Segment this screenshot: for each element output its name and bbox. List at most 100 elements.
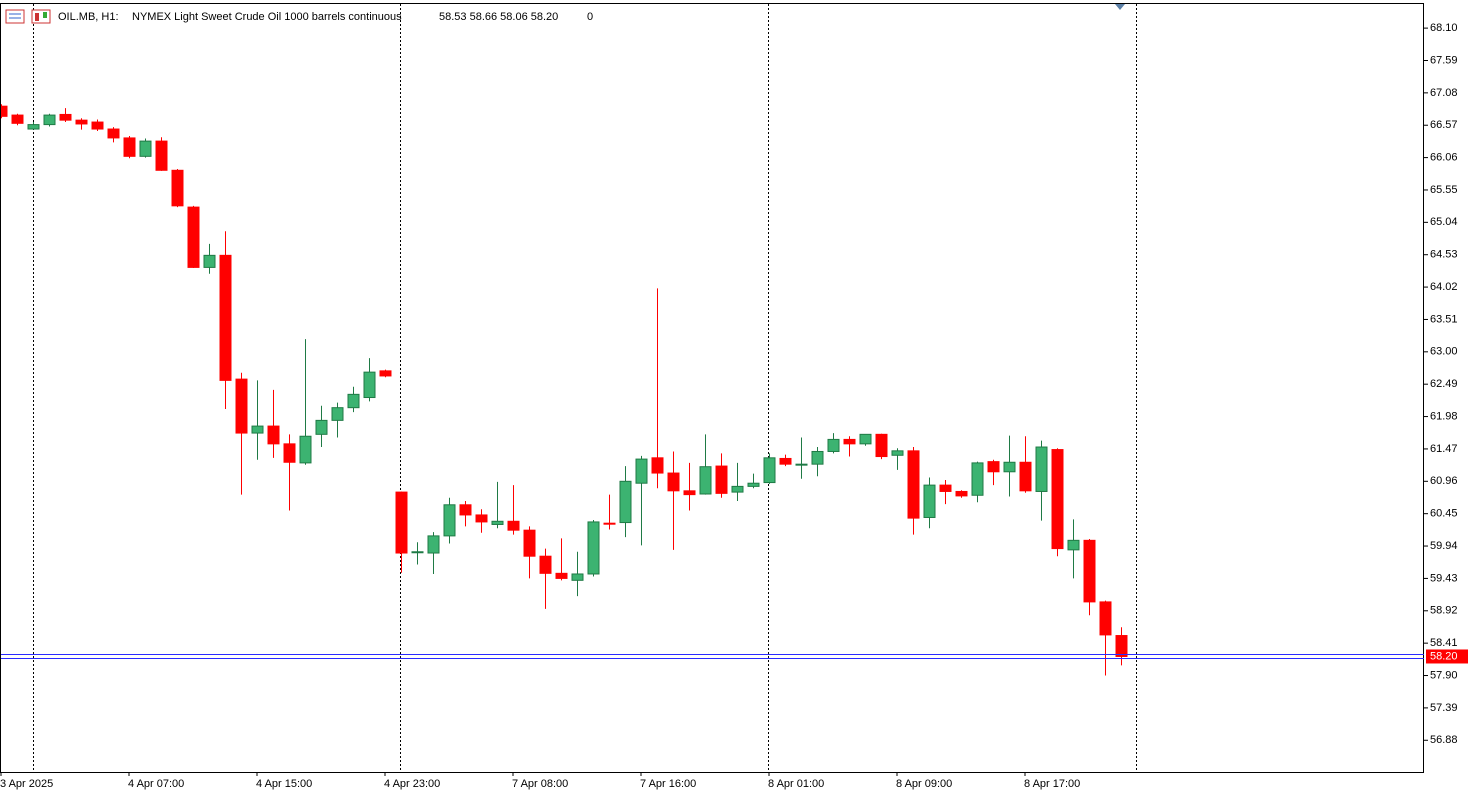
y-tick-label: 58.92 (1430, 605, 1458, 617)
x-tick-label: 7 Apr 16:00 (640, 778, 696, 790)
candle-body (235, 378, 248, 434)
y-tick-label: 63.00 (1430, 346, 1458, 358)
header-description: NYMEX Light Sweet Crude Oil 1000 barrels… (132, 11, 402, 23)
candle-body (795, 463, 808, 466)
candle-body (923, 484, 936, 518)
toolbar-icons (5, 9, 51, 24)
y-tick-label: 67.08 (1430, 87, 1458, 99)
candle-body (635, 458, 648, 484)
candle-body (75, 119, 88, 125)
candle-body (331, 407, 344, 421)
y-tick-label: 57.90 (1430, 669, 1458, 681)
candle-body (299, 435, 312, 464)
candle-body (11, 114, 24, 124)
candle-body (267, 425, 280, 445)
icon-bar (43, 12, 47, 18)
candle-body (1115, 635, 1128, 657)
candle-body (1, 105, 8, 117)
candle-body (667, 472, 680, 492)
candle-body (811, 450, 824, 465)
candle-body (443, 504, 456, 537)
icon-bar (35, 13, 39, 21)
y-tick-label: 66.57 (1430, 119, 1458, 131)
y-tick-label: 61.47 (1430, 443, 1458, 455)
x-tick-label: 8 Apr 09:00 (896, 778, 952, 790)
candle-body (779, 457, 792, 465)
icon[interactable] (31, 9, 51, 24)
y-tick-label: 62.49 (1430, 378, 1458, 390)
candle-body (507, 520, 520, 531)
candle-body (587, 521, 600, 575)
y-tick-label: 63.51 (1430, 313, 1458, 325)
y-tick-label: 64.53 (1430, 249, 1458, 261)
y-tick-label: 64.02 (1430, 281, 1458, 293)
y-tick-label: 61.98 (1430, 410, 1458, 422)
y-tick-label: 59.43 (1430, 572, 1458, 584)
y-tick-label: 59.94 (1430, 540, 1458, 552)
candle-body (1083, 539, 1096, 603)
header-ohlc: 58.53 58.66 58.06 58.20 (439, 11, 558, 23)
candle-body (123, 137, 136, 157)
candle-body (1051, 449, 1064, 550)
x-tick-label: 4 Apr 15:00 (256, 778, 312, 790)
y-tick-label: 66.06 (1430, 152, 1458, 164)
y-tick-label: 65.55 (1430, 184, 1458, 196)
shift-marker (1115, 4, 1125, 10)
candle-body (699, 466, 712, 495)
y-tick-label: 60.96 (1430, 475, 1458, 487)
candle-body (939, 484, 952, 492)
y-tick-label: 57.39 (1430, 702, 1458, 714)
candle-body (651, 457, 664, 474)
candle-body (219, 254, 232, 381)
y-tick-label: 56.88 (1430, 734, 1458, 746)
candle-body (363, 371, 376, 399)
candle-body (843, 438, 856, 445)
candle-body (875, 433, 888, 458)
candle-body (395, 491, 408, 554)
candle-body (491, 520, 504, 525)
candle-body (955, 490, 968, 497)
x-tick-label: 7 Apr 08:00 (512, 778, 568, 790)
candle-body (747, 482, 760, 487)
candle-body (539, 555, 552, 574)
y-tick-label: 58.41 (1430, 637, 1458, 649)
price-label: 58.20 (1430, 650, 1458, 662)
plot (1, 104, 1128, 676)
candle-body (187, 206, 200, 268)
candle-body (619, 480, 632, 524)
plot-frame (0, 3, 1424, 773)
candle-body (171, 169, 184, 207)
candle-body (475, 514, 488, 523)
candle-body (555, 572, 568, 579)
candle-body (59, 113, 72, 121)
header-volume: 0 (587, 11, 593, 23)
header-symbol: OIL.MB, H1: (58, 11, 119, 23)
candle-body (203, 254, 216, 268)
candle-body (603, 522, 616, 525)
candle-body (731, 485, 744, 493)
candle-body (347, 393, 360, 409)
x-tick-label: 4 Apr 07:00 (128, 778, 184, 790)
candle-body (859, 433, 872, 445)
price-label-box (1426, 649, 1468, 664)
candle-body (891, 450, 904, 456)
candle-body (1099, 601, 1112, 636)
candle-body (827, 438, 840, 452)
candle-body (763, 457, 776, 484)
candle-body (43, 114, 56, 126)
candle-body (107, 128, 120, 139)
y-tick-label: 65.04 (1430, 216, 1458, 228)
candle-body (251, 425, 264, 434)
y-tick-label: 68.10 (1430, 22, 1458, 34)
candle-body (411, 551, 424, 554)
candle-body (427, 535, 440, 554)
candle-body (27, 124, 40, 130)
candle-body (91, 121, 104, 130)
candle-body (1067, 539, 1080, 551)
candle-body (379, 370, 392, 377)
candle-body (683, 490, 696, 496)
candle-body (459, 504, 472, 516)
icon[interactable] (5, 9, 25, 24)
candle-body (987, 461, 1000, 473)
